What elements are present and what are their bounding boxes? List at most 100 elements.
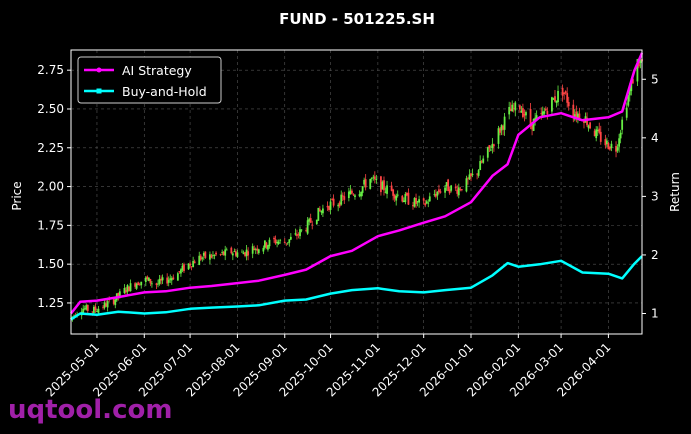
candle-body (201, 257, 204, 259)
candle-body (347, 191, 350, 199)
y2-tick-label: 2 (651, 248, 659, 262)
candle-body (404, 193, 407, 203)
candle-body (180, 269, 182, 274)
candle-body (151, 283, 153, 285)
candle-body (511, 104, 514, 112)
candle-body (427, 202, 430, 204)
candle-body (283, 241, 286, 243)
candle-body (263, 240, 266, 248)
candle-body (470, 173, 472, 177)
candle-body (233, 251, 236, 252)
candle-body (328, 206, 330, 210)
candle-body (413, 197, 416, 207)
candle-body (332, 198, 335, 206)
candle-body (315, 219, 318, 225)
candle-body (363, 179, 366, 185)
candle-body (370, 178, 373, 179)
candle-body (242, 252, 245, 255)
candle-body (552, 98, 555, 100)
candle-body (555, 100, 558, 103)
candle-body (373, 176, 376, 180)
plot-frame (70, 49, 643, 335)
candle-body (288, 239, 291, 243)
y-tick-label: 1.25 (37, 296, 64, 310)
candle-body (192, 261, 195, 268)
candle-body (351, 190, 353, 194)
candle-body (522, 108, 524, 118)
candle-body (381, 181, 384, 190)
candle-body (213, 254, 216, 256)
candle-body (245, 249, 248, 257)
candle-body (169, 278, 172, 280)
candle-body (294, 233, 297, 235)
candle-body (221, 252, 224, 253)
candle-body (268, 239, 271, 247)
candle-body (615, 146, 617, 152)
candle-body (544, 108, 547, 111)
candle-body (102, 306, 104, 308)
candle-body (422, 198, 425, 201)
candle-body (129, 283, 132, 292)
candle-body (306, 220, 309, 234)
candle-body (247, 251, 250, 256)
candle-body (343, 196, 346, 200)
y2-axis-label: Return (668, 172, 682, 212)
candle-body (126, 285, 129, 292)
candle-body (215, 252, 217, 255)
candle-body (158, 278, 161, 284)
candle-body (512, 107, 515, 109)
candle-body (525, 112, 527, 116)
candle-body (358, 194, 361, 197)
candle-body (309, 218, 312, 223)
candle-body (256, 248, 259, 251)
candle-body (412, 205, 414, 207)
candle-body (534, 117, 537, 122)
candle-body (114, 299, 117, 306)
candle-body (222, 251, 225, 256)
candle-body (204, 251, 207, 258)
candle-body (479, 161, 482, 171)
candle-body (144, 277, 147, 282)
candle-body (103, 302, 106, 308)
candle-body (199, 255, 202, 260)
candle-body (557, 90, 559, 103)
candle-body (499, 128, 501, 133)
y-tick-label: 1.75 (37, 218, 64, 232)
candle-body (540, 113, 543, 115)
candle-body (576, 113, 579, 118)
candle-body (274, 239, 277, 244)
candle-body (384, 191, 387, 193)
candle-body (361, 186, 364, 193)
candle-body (91, 311, 94, 313)
candle-body (428, 196, 431, 202)
candle-body (352, 194, 355, 196)
candle-body (380, 176, 382, 193)
candle-body (123, 288, 126, 293)
candle-body (631, 78, 634, 84)
candle-body (209, 254, 211, 260)
series-lines (70, 52, 644, 321)
candle-body (300, 229, 303, 231)
candle-body (155, 283, 158, 286)
candle-body (289, 236, 292, 240)
candle-body (189, 263, 191, 266)
candle-body (436, 191, 439, 196)
candle-body (459, 188, 462, 190)
candle-body (445, 182, 448, 187)
candle-body (465, 178, 468, 192)
candle-body (383, 180, 385, 191)
chart-title: FUND - 501225.SH (279, 10, 435, 28)
candle-body (225, 249, 228, 251)
candle-body (140, 281, 143, 286)
candle-body (146, 276, 149, 280)
candle-body (106, 301, 109, 308)
candle-body (276, 242, 279, 243)
candle-body (299, 229, 301, 237)
candle-body (244, 252, 246, 256)
candle-body (450, 185, 453, 191)
candle-body (236, 252, 239, 257)
candle-body (639, 60, 642, 63)
candle-body (322, 208, 324, 214)
candle-body (535, 115, 538, 119)
